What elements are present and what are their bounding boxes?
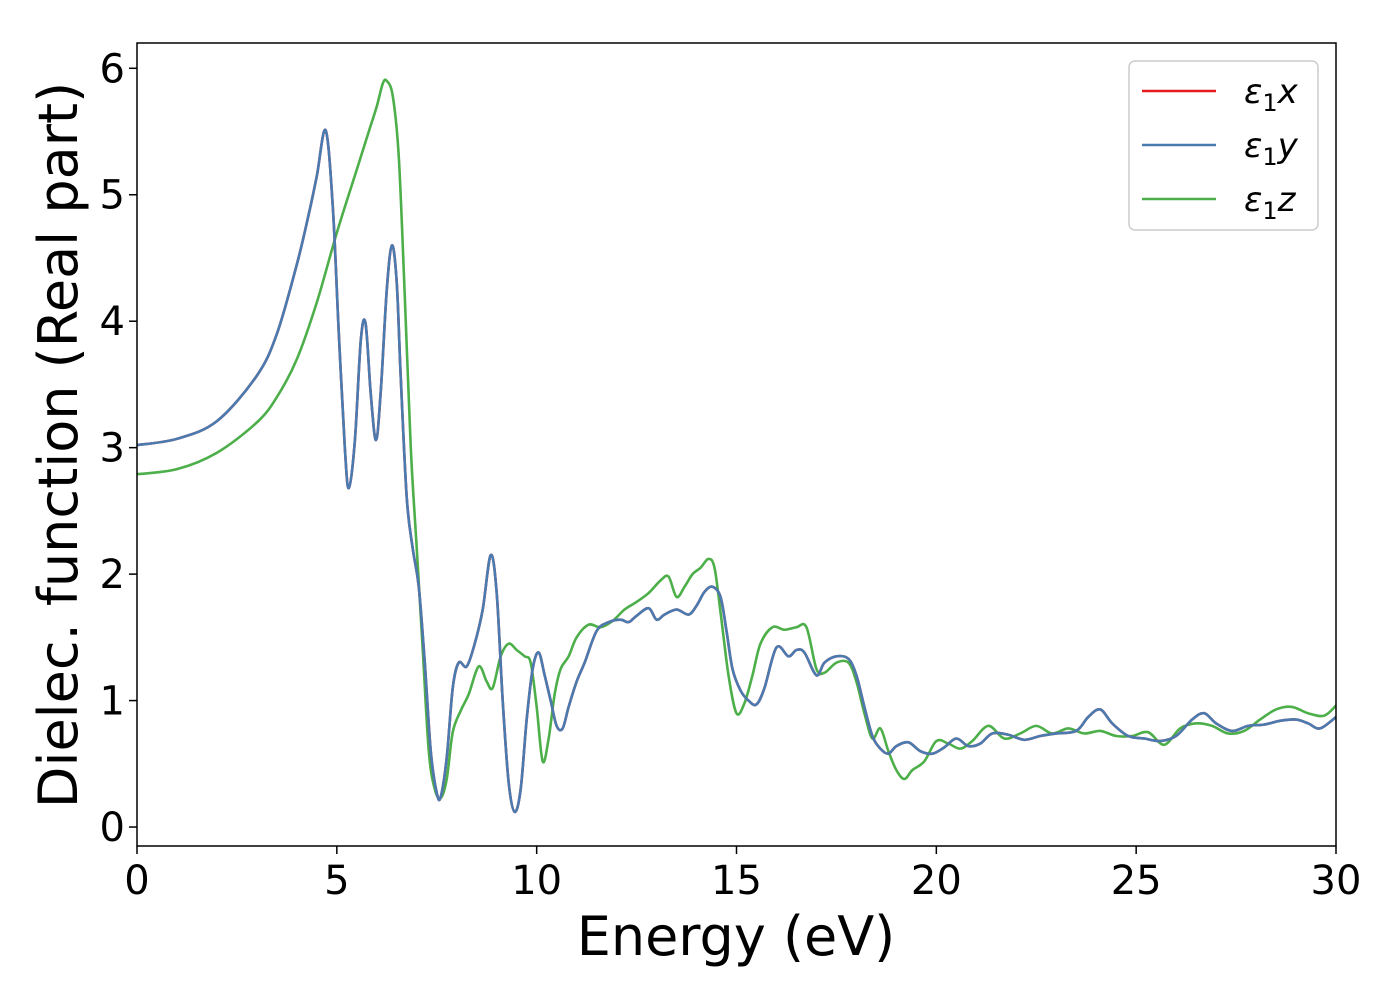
y-axis-ticks: 0 1 2 3 4 5 6 [100,46,137,851]
legend: ε1x ε1y ε1z [1128,60,1319,231]
x-tick-label: 25 [1111,858,1162,904]
x-tick-label: 20 [911,858,962,904]
y-tick-label: 0 [100,805,125,851]
x-axis-title: Energy (eV) [577,905,896,968]
x-tick-label: 5 [324,858,349,904]
y-tick-label: 4 [100,299,125,345]
y-tick-label: 2 [100,552,125,598]
y-tick-label: 5 [100,173,125,219]
legend-box [1128,60,1319,231]
legend-label-z: ε1z [1244,180,1297,225]
x-tick-label: 15 [711,858,762,904]
y-axis-title: Dielec. function (Real part) [27,82,90,808]
y-tick-label: 6 [100,46,125,92]
y-tick-label: 3 [100,426,125,472]
x-axis-ticks: 0 5 10 15 20 25 30 [124,846,1361,904]
series-line-x [137,128,1336,814]
legend-label-y: ε1y [1244,126,1299,171]
series-layer [137,78,1336,814]
x-tick-label: 10 [511,858,562,904]
x-tick-label: 30 [1311,858,1362,904]
legend-label-x: ε1x [1244,72,1299,117]
y-tick-label: 1 [100,679,125,725]
series-line-y [137,128,1336,814]
x-tick-label: 0 [124,858,149,904]
